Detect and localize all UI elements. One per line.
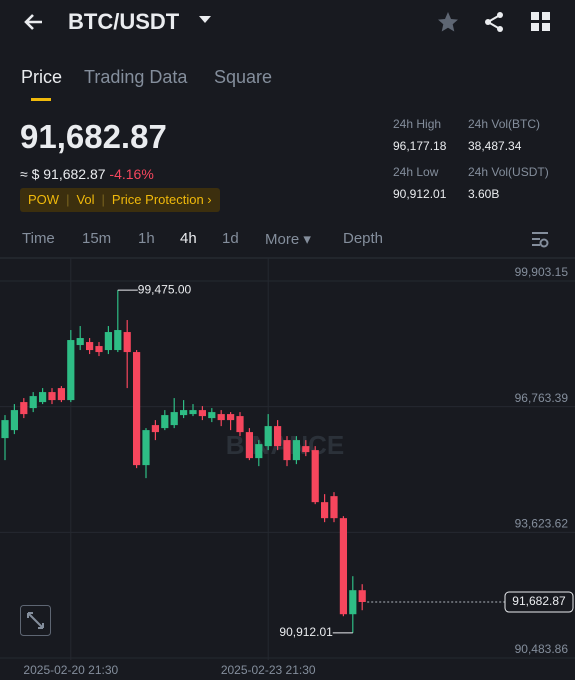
interval-label: More (265, 231, 300, 248)
interval[interactable]: More ▾ (265, 231, 311, 248)
candle-body (57, 388, 65, 401)
tab[interactable]: Square (214, 67, 273, 87)
y-tick-label: 93,623.62 (515, 517, 569, 531)
candle-body (151, 425, 159, 433)
interval[interactable]: Time (22, 230, 55, 247)
back-button[interactable] (22, 10, 46, 34)
annotation-label: 90,912.01 (279, 625, 333, 639)
candle-body (142, 430, 150, 466)
candle-body (339, 518, 347, 615)
interval[interactable]: 15m (82, 230, 112, 247)
interval[interactable]: Depth (343, 230, 384, 247)
tab[interactable]: Price (21, 67, 63, 87)
stat-label: 24h Low (393, 165, 439, 179)
candle-body (245, 432, 253, 459)
interval[interactable]: 4h (180, 230, 197, 247)
stat-value: 90,912.01 (393, 187, 447, 201)
interval[interactable]: 1h (138, 230, 155, 247)
candle-body (264, 426, 272, 447)
menu-icon[interactable] (531, 12, 551, 32)
candle-body (330, 496, 338, 519)
pair-title[interactable]: BTC/USDT (68, 9, 180, 34)
stat-label: 24h High (393, 117, 442, 131)
candle-body (198, 410, 206, 417)
candle-body (170, 412, 178, 426)
stat-label: 24h Vol(USDT) (468, 165, 549, 179)
last-price-box (504, 591, 574, 613)
tag: Price Protection (111, 192, 204, 207)
candle-body (217, 414, 225, 421)
candle-body (123, 332, 131, 353)
candle-body (1, 420, 9, 439)
stat-value: 96,177.18 (393, 139, 447, 153)
candle-body (114, 330, 122, 351)
candle-body (86, 342, 94, 351)
x-tick-label: 2025-02-23 21:30 (221, 663, 316, 677)
candle-body (274, 426, 282, 447)
stat-value: 3.60B (468, 187, 500, 201)
favorite-icon[interactable] (436, 10, 460, 34)
y-tick-label: 96,763.39 (515, 391, 569, 405)
candle-body (161, 415, 169, 429)
annotation-label: 99,475.00 (138, 282, 192, 296)
candle-body (208, 412, 216, 419)
candle-body (321, 502, 329, 519)
candle-body (292, 440, 300, 461)
candle-body (236, 416, 244, 433)
candle-body (358, 590, 366, 603)
price-change: -4.16% (109, 166, 154, 182)
candle-body (283, 440, 291, 461)
y-tick-label: 99,903.15 (515, 265, 569, 279)
candle-body (302, 446, 310, 453)
candle-body (349, 590, 357, 615)
candle-body (76, 338, 84, 346)
candle-body (67, 340, 75, 401)
stat-label: 24h Vol(BTC) (468, 117, 541, 131)
y-tick-label: 90,483.86 (515, 642, 569, 656)
candle-body (189, 410, 197, 415)
candle-body (180, 410, 188, 416)
tag: Vol (76, 192, 95, 207)
candle-body (20, 402, 28, 415)
fiat-price: ≈ $ 91,682.87 -4.16% (20, 166, 154, 182)
candle-body (95, 346, 103, 353)
tag: POW (28, 192, 60, 207)
tag-bar[interactable]: POW | Vol | Price Protection › (20, 188, 220, 212)
interval[interactable]: 1d (222, 230, 239, 247)
candle-body (227, 414, 235, 421)
chart-settings-icon[interactable] (530, 230, 550, 248)
fullscreen-button[interactable] (20, 605, 51, 636)
candle-body (311, 450, 319, 503)
candle-body (255, 444, 263, 459)
candle-body (29, 396, 37, 409)
candle-body (104, 332, 112, 351)
stat-value: 38,487.34 (468, 139, 522, 153)
candle-body (48, 392, 56, 401)
share-icon[interactable] (482, 10, 506, 34)
tab[interactable]: Trading Data (84, 67, 188, 87)
fiat-value: ≈ $ 91,682.87 (20, 166, 106, 182)
pair-dropdown[interactable] (198, 14, 212, 26)
candle-body (133, 352, 141, 466)
tab-indicator (31, 98, 51, 101)
candle-body (10, 410, 18, 431)
last-price: 91,682.87 (20, 118, 167, 155)
x-tick-label: 2025-02-20 21:30 (23, 663, 118, 677)
candle-body (39, 392, 47, 403)
last-price-label: 91,682.87 (512, 594, 566, 608)
